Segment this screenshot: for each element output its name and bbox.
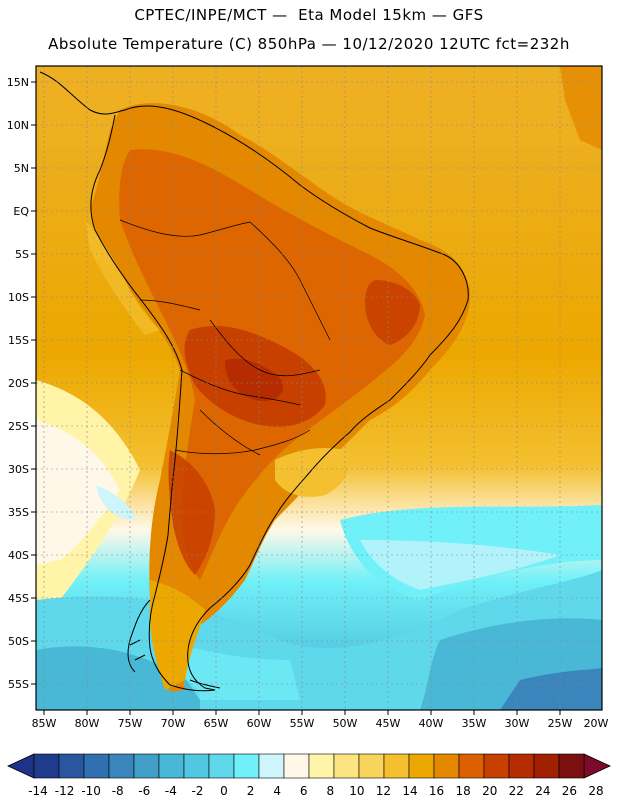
lon-label: 30W <box>505 717 530 730</box>
colorbar-label: 20 <box>482 784 497 798</box>
lon-label: 25W <box>548 717 573 730</box>
lon-label: 45W <box>376 717 401 730</box>
coastline <box>39 71 469 692</box>
longitude-labels: 85W 80W 75W 70W 65W 60W 55W 50W 45W 40W … <box>32 717 609 730</box>
colorbar-label: 4 <box>273 784 281 798</box>
map-frame <box>35 65 603 711</box>
colorbar-swatch <box>458 753 485 779</box>
colorbar-under-arrow <box>7 753 35 779</box>
colorbar-label: 18 <box>456 784 471 798</box>
colorbar-label: 26 <box>562 784 577 798</box>
colorbar-label: 14 <box>402 784 417 798</box>
colorbar-label: 16 <box>429 784 444 798</box>
lon-label: 55W <box>290 717 315 730</box>
lat-label: 15S <box>8 334 29 347</box>
colorbar-label: -2 <box>191 784 203 798</box>
colorbar-swatch <box>33 753 60 779</box>
lat-label: 20S <box>8 377 29 390</box>
colorbar-label: 12 <box>376 784 391 798</box>
colorbar-swatch <box>133 753 160 779</box>
colorbar-swatch <box>558 753 585 779</box>
colorbar-label: 28 <box>588 784 603 798</box>
lat-label: 45S <box>8 592 29 605</box>
colorbar-label: 2 <box>247 784 255 798</box>
colorbar-swatch <box>483 753 510 779</box>
colorbar-label: 22 <box>509 784 524 798</box>
lon-label: 40W <box>419 717 444 730</box>
colorbar-label: -6 <box>138 784 150 798</box>
colorbar-swatch <box>58 753 85 779</box>
lon-label: 80W <box>75 717 100 730</box>
colorbar-label: 0 <box>220 784 228 798</box>
colorbar-swatch <box>183 753 210 779</box>
colorbar-label: 8 <box>326 784 334 798</box>
colorbar-swatch <box>83 753 110 779</box>
colorbar-swatch <box>533 753 560 779</box>
title-line-2: Absolute Temperature (C) 850hPa — 10/12/… <box>48 35 570 53</box>
lat-label: EQ <box>13 205 29 218</box>
colorbar-swatch <box>408 753 435 779</box>
lon-label: 65W <box>204 717 229 730</box>
colorbar-label: -14 <box>28 784 48 798</box>
colorbar-swatch <box>158 753 185 779</box>
axis-ticks <box>31 81 561 715</box>
latitude-labels: 15N 10N 5N EQ 5S 10S 15S 20S 25S 30S 35S… <box>7 76 30 691</box>
colorbar-over-arrow <box>583 753 611 779</box>
colorbar-label: -8 <box>112 784 124 798</box>
lon-label: 75W <box>118 717 143 730</box>
lon-label: 50W <box>333 717 358 730</box>
lat-label: 15N <box>7 76 29 89</box>
colorbar-label: -10 <box>81 784 101 798</box>
lon-label: 60W <box>247 717 272 730</box>
lat-label: 10N <box>7 119 29 132</box>
lon-label: 70W <box>161 717 186 730</box>
lat-label: 30S <box>8 463 29 476</box>
country-borders <box>119 219 331 456</box>
colorbar-label: -4 <box>165 784 177 798</box>
colorbar-swatch <box>433 753 460 779</box>
colorbar-swatch <box>358 753 385 779</box>
colorbar: -14 -12 -10 -8 -6 -4 -2 0 2 4 6 8 10 12 14 16 18 20 22 24 26… <box>7 753 611 798</box>
lat-label: 50S <box>8 635 29 648</box>
lon-label: 20W <box>584 717 609 730</box>
lat-label: 5N <box>14 162 29 175</box>
colorbar-label: 6 <box>300 784 308 798</box>
title-line-1: CPTEC/INPE/MCT — Eta Model 15km — GFS <box>134 6 484 24</box>
lat-label: 40S <box>8 549 29 562</box>
colorbar-label: -12 <box>55 784 75 798</box>
lat-label: 25S <box>8 420 29 433</box>
colorbar-swatch <box>283 753 310 779</box>
land-temperature <box>85 103 471 693</box>
colorbar-swatch <box>208 753 235 779</box>
colorbar-swatch <box>258 753 285 779</box>
colorbar-swatch <box>308 753 335 779</box>
colorbar-swatch <box>508 753 535 779</box>
colorbar-swatch <box>333 753 360 779</box>
lat-label: 35S <box>8 506 29 519</box>
gridlines <box>36 66 602 710</box>
colorbar-label: 10 <box>349 784 364 798</box>
colorbar-swatch <box>383 753 410 779</box>
lon-label: 85W <box>32 717 57 730</box>
lat-label: 5S <box>15 248 29 261</box>
lat-label: 55S <box>8 678 29 691</box>
lat-label: 10S <box>8 291 29 304</box>
colorbar-swatch <box>233 753 260 779</box>
temperature-field <box>36 66 602 710</box>
colorbar-label: 24 <box>535 784 550 798</box>
lon-label: 35W <box>462 717 487 730</box>
colorbar-swatch <box>108 753 135 779</box>
